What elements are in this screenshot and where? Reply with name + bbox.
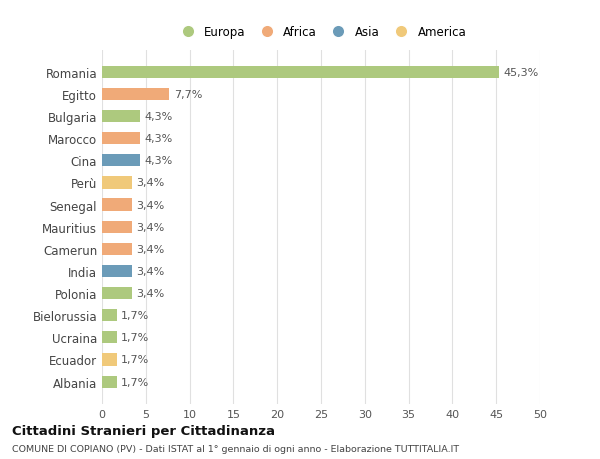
Text: 3,4%: 3,4% <box>136 222 164 232</box>
Legend: Europa, Africa, Asia, America: Europa, Africa, Asia, America <box>171 21 471 44</box>
Bar <box>102 376 117 388</box>
Bar <box>102 133 140 145</box>
Text: 4,3%: 4,3% <box>144 134 172 144</box>
Bar <box>102 177 132 189</box>
Text: Cittadini Stranieri per Cittadinanza: Cittadini Stranieri per Cittadinanza <box>12 424 275 437</box>
Text: 3,4%: 3,4% <box>136 244 164 254</box>
Text: 4,3%: 4,3% <box>144 156 172 166</box>
Text: 3,4%: 3,4% <box>136 288 164 298</box>
Bar <box>102 309 117 322</box>
Bar <box>102 221 132 233</box>
Bar <box>102 331 117 344</box>
Bar <box>102 265 132 277</box>
Text: 3,4%: 3,4% <box>136 200 164 210</box>
Bar <box>102 243 132 255</box>
Bar <box>102 67 499 78</box>
Text: 7,7%: 7,7% <box>174 90 202 100</box>
Bar <box>102 353 117 366</box>
Text: 45,3%: 45,3% <box>503 67 538 78</box>
Bar <box>102 199 132 211</box>
Text: 1,7%: 1,7% <box>121 333 149 342</box>
Bar <box>102 155 140 167</box>
Bar <box>102 89 169 101</box>
Text: 1,7%: 1,7% <box>121 355 149 365</box>
Bar <box>102 287 132 300</box>
Text: 4,3%: 4,3% <box>144 112 172 122</box>
Text: 3,4%: 3,4% <box>136 178 164 188</box>
Text: 1,7%: 1,7% <box>121 377 149 387</box>
Text: COMUNE DI COPIANO (PV) - Dati ISTAT al 1° gennaio di ogni anno - Elaborazione TU: COMUNE DI COPIANO (PV) - Dati ISTAT al 1… <box>12 444 459 453</box>
Bar <box>102 111 140 123</box>
Text: 3,4%: 3,4% <box>136 266 164 276</box>
Text: 1,7%: 1,7% <box>121 311 149 320</box>
